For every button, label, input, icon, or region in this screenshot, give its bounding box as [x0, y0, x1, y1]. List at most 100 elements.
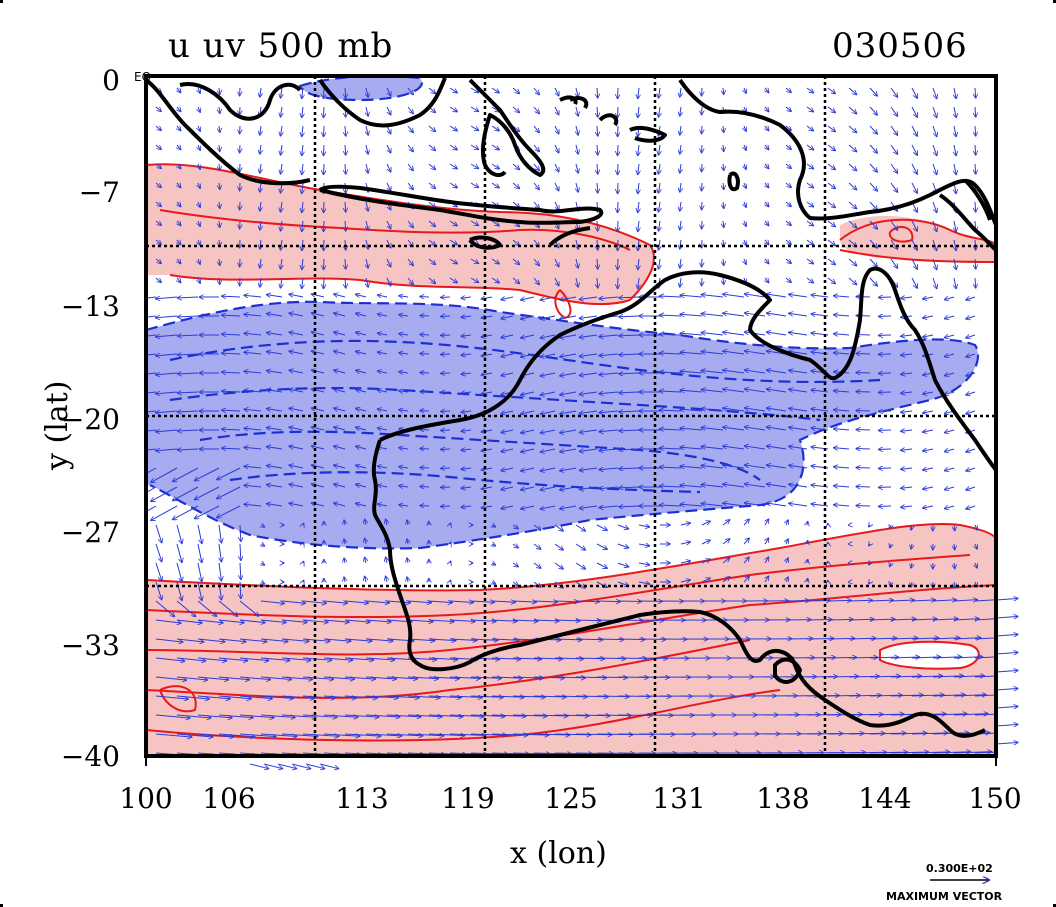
wind-vector	[576, 125, 578, 136]
wind-vector	[680, 485, 703, 487]
wind-vector	[533, 543, 541, 550]
wind-vector	[243, 333, 262, 335]
wind-vector	[481, 506, 493, 508]
wind-vector	[554, 277, 559, 286]
wind-vector	[975, 581, 977, 587]
wind-vector	[302, 182, 303, 194]
wind-vector	[723, 258, 724, 266]
java-coast	[318, 184, 604, 225]
wind-vector	[243, 390, 262, 392]
wind-vector	[638, 163, 639, 175]
wind-vector	[680, 314, 703, 316]
wind-vector	[450, 561, 451, 563]
wind-vector	[281, 733, 318, 736]
wind-vector	[680, 201, 681, 212]
wind-vector	[177, 335, 199, 336]
wind-vector	[288, 313, 304, 317]
wind-vector	[491, 163, 500, 169]
wind-vector	[890, 182, 898, 193]
wind-vector	[811, 504, 829, 506]
wind-vector	[638, 144, 639, 156]
wind-vector	[788, 484, 808, 488]
wind-vector	[911, 657, 941, 658]
wind-vector	[975, 163, 976, 175]
wind-vector	[260, 163, 261, 174]
wind-vector	[540, 429, 556, 433]
wind-vector	[260, 277, 261, 288]
wind-vector	[243, 504, 262, 506]
wind-vector	[869, 163, 878, 172]
wind-vector	[680, 163, 681, 174]
xtick-1: 106	[202, 782, 256, 815]
wind-vector	[869, 125, 878, 134]
wind-vector	[323, 639, 351, 641]
wind-vector	[240, 524, 241, 542]
wind-vector	[219, 220, 220, 228]
wind-vector	[365, 715, 401, 717]
wind-vector	[470, 639, 498, 640]
wind-vector	[868, 525, 870, 527]
wind-vector	[333, 446, 346, 449]
wind-vector	[281, 657, 311, 660]
wind-vector	[638, 87, 639, 99]
wind-vector	[658, 163, 660, 175]
wind-vector	[848, 676, 880, 677]
wind-vector	[470, 144, 479, 150]
wind-vector	[575, 658, 605, 659]
wind-vector	[470, 277, 479, 283]
wind-vector	[659, 448, 682, 449]
wind-vector	[869, 144, 878, 153]
wind-vector	[377, 466, 388, 468]
wind-vector	[501, 316, 514, 319]
wind-vector	[221, 353, 241, 354]
wind-vector	[481, 335, 493, 337]
wind-vector	[596, 524, 608, 531]
wind-vector	[680, 220, 681, 231]
wind-vector	[177, 145, 181, 150]
wind-vector	[386, 125, 391, 134]
wind-vector	[146, 372, 157, 375]
wind-vector	[501, 354, 514, 357]
wind-vector	[355, 503, 367, 506]
wind-vector	[386, 163, 391, 172]
wind-vector	[407, 87, 414, 95]
wind-vector	[176, 695, 210, 699]
wind-vector	[386, 258, 391, 267]
wind-vector	[576, 182, 578, 193]
wind-vector	[932, 619, 959, 620]
wind-vector	[953, 714, 989, 715]
wind-vector	[512, 582, 519, 586]
wind-vector	[377, 352, 388, 354]
wind-vector	[744, 294, 766, 298]
wind-vector	[176, 543, 182, 563]
wind-vector	[155, 619, 182, 623]
wind-vector	[878, 506, 892, 507]
wind-vector	[579, 449, 598, 451]
wind-vector	[428, 601, 453, 603]
wind-vector	[407, 538, 408, 545]
wind-vector	[811, 409, 829, 411]
wind-vector	[788, 427, 808, 431]
wind-vector	[323, 125, 324, 137]
wind-vector	[911, 524, 912, 531]
wind-vector	[428, 734, 465, 736]
wind-vector	[869, 277, 878, 286]
wind-vector	[932, 201, 937, 213]
wind-vector	[954, 106, 956, 118]
wind-vector	[680, 352, 703, 354]
wind-vector	[890, 638, 918, 639]
wind-vector	[975, 258, 976, 270]
wind-vector	[302, 277, 303, 289]
wind-vector	[806, 220, 814, 226]
wind-vector	[311, 503, 325, 507]
wind-vector	[198, 220, 200, 227]
wind-vector	[461, 506, 472, 507]
wind-vector	[765, 126, 769, 131]
wind-vector	[743, 576, 750, 583]
wind-vector	[722, 408, 745, 412]
wind-vector	[827, 277, 836, 284]
wind-vector	[638, 525, 650, 527]
wind-vector	[680, 333, 703, 335]
wind-vector	[377, 504, 388, 506]
wind-vector	[554, 696, 588, 697]
